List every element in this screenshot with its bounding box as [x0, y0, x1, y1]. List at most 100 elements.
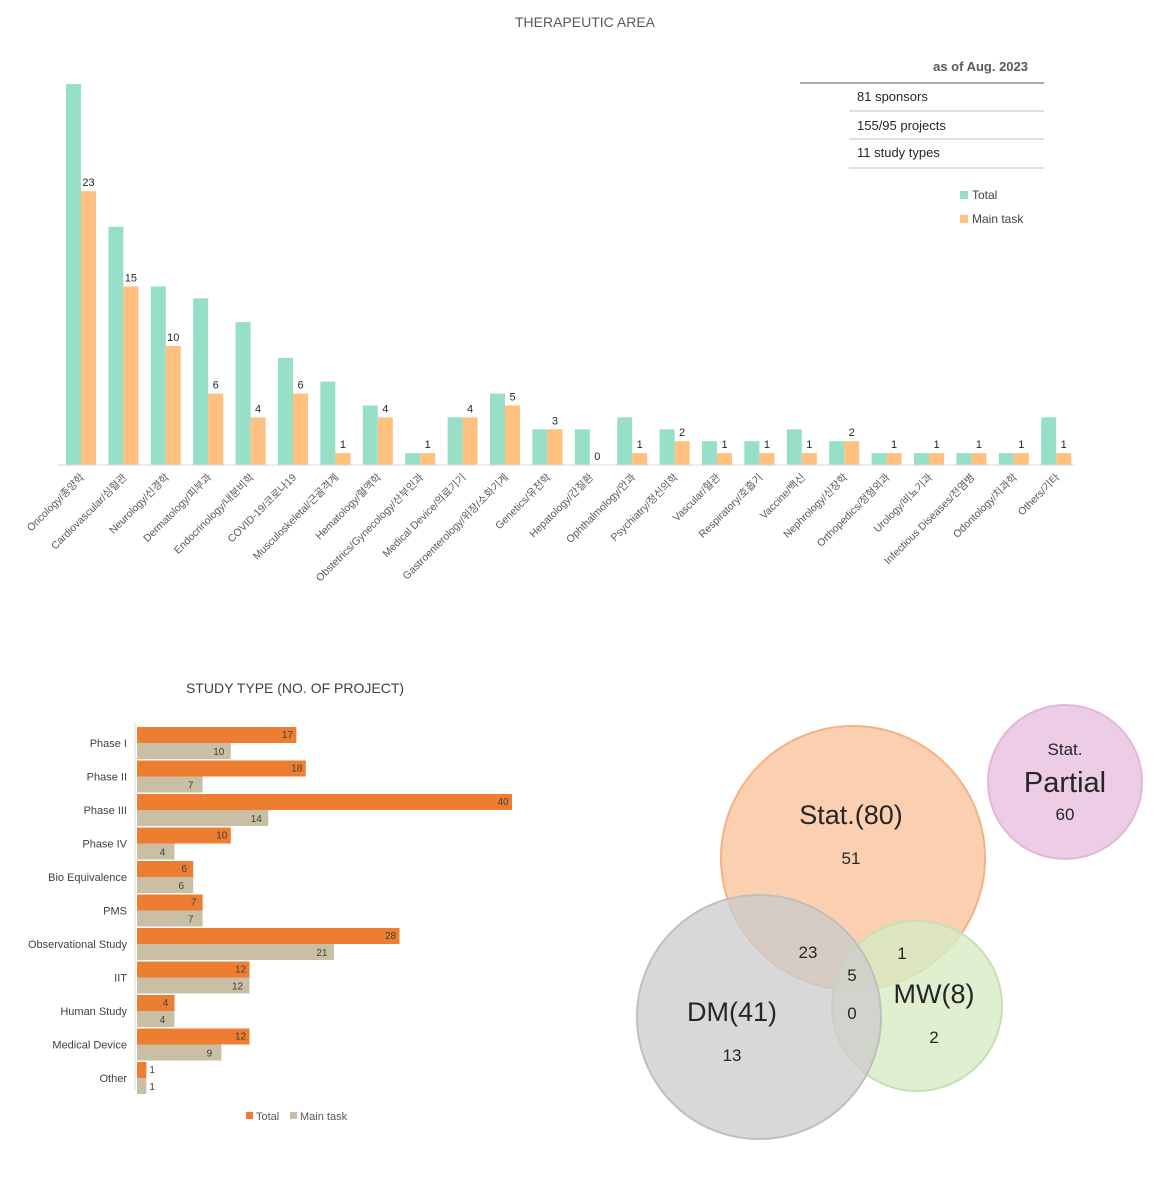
data-label-main-task: 1 — [149, 1082, 155, 1093]
venn-stat-dm-value: 23 — [799, 943, 818, 962]
data-label: 1 — [721, 439, 727, 451]
venn-dm-mw-value: 0 — [847, 1004, 856, 1023]
category-label: Endocrinology/내분비학 — [172, 471, 257, 556]
data-label: 5 — [509, 391, 515, 403]
bar-total — [617, 417, 633, 465]
category-label: Musculoskeletal/근골격계 — [250, 471, 341, 562]
study-type-chart: STUDY TYPE (NO. OF PROJECT) Phase I1710P… — [28, 680, 512, 1123]
category-label: Orthopedics/정형외과 — [815, 471, 893, 549]
bar-main-task — [165, 345, 181, 465]
venn-mw-label: MW(8) — [894, 979, 975, 1009]
bar-total — [137, 995, 175, 1011]
data-label-main-task: 14 — [251, 814, 263, 825]
bar-total — [137, 1028, 250, 1045]
data-label: 2 — [679, 427, 685, 439]
bar-main-task — [137, 810, 269, 826]
data-label-main-task: 9 — [207, 1049, 213, 1060]
legend-label-main-task: Main task — [300, 1111, 348, 1123]
bar-total — [137, 760, 306, 777]
as-of-date: as of Aug. 2023 — [933, 59, 1028, 74]
bar-total — [362, 405, 378, 465]
bar-main-task — [293, 393, 308, 465]
category-label: Medical Device — [52, 1040, 127, 1052]
bar-total — [150, 286, 166, 465]
data-label: 4 — [467, 403, 473, 415]
bar-main-task — [81, 191, 96, 465]
info-projects: 155/95 projects — [857, 118, 946, 133]
therapeutic-legend: Total Main task — [960, 188, 1024, 226]
bar-total — [914, 453, 929, 465]
bar-main-task — [674, 441, 690, 465]
data-label-total: 1 — [149, 1065, 155, 1076]
data-label: 1 — [1061, 439, 1067, 451]
bar-total — [1041, 417, 1057, 465]
bar-main-task — [929, 453, 944, 465]
data-label-main-task: 4 — [160, 1015, 166, 1026]
category-label: PMS — [103, 906, 127, 918]
data-label-total: 12 — [235, 965, 247, 976]
category-label: Phase IV — [82, 839, 127, 851]
data-label-total: 40 — [497, 797, 509, 808]
bar-total — [786, 429, 802, 465]
bar-main-task — [137, 1078, 147, 1094]
bar-total — [108, 226, 124, 465]
study-type-title: STUDY TYPE (NO. OF PROJECT) — [186, 680, 404, 696]
data-label: 1 — [933, 439, 939, 451]
bar-total — [871, 453, 887, 465]
bar-main-task — [547, 429, 563, 465]
bar-main-task — [420, 453, 436, 465]
bar-main-task — [250, 417, 266, 465]
data-label-total: 4 — [163, 998, 169, 1009]
data-label: 1 — [1018, 439, 1024, 451]
legend-swatch-main-task — [960, 215, 968, 223]
bar-main-task — [801, 453, 817, 465]
therapeutic-category-labels: Oncology/종양학Cardiovascular/심혈관Neurology/… — [25, 471, 1063, 585]
venn-circle-dm — [636, 894, 882, 1140]
bar-main-task — [1056, 453, 1072, 465]
bar-total — [137, 827, 231, 844]
category-label: Observational Study — [28, 939, 128, 951]
bar-main-task — [717, 453, 732, 465]
category-label: Bio Equivalence — [48, 872, 127, 884]
bar-total — [137, 961, 250, 978]
data-label: 6 — [297, 380, 303, 392]
data-label: 23 — [82, 177, 94, 189]
data-label-main-task: 7 — [188, 915, 194, 926]
data-label-total: 10 — [216, 831, 228, 842]
venn-stat-only-value: 51 — [842, 849, 861, 868]
bar-main-task — [137, 877, 194, 893]
bar-total — [235, 322, 251, 465]
category-label: Cardiovascular/심혈관 — [48, 471, 130, 553]
legend-label-total: Total — [972, 188, 997, 202]
data-label-main-task: 4 — [160, 848, 166, 859]
venn-partial-value: 60 — [1056, 805, 1075, 824]
data-label: 1 — [806, 439, 812, 451]
therapeutic-area-title: THERAPEUTIC AREA — [515, 14, 656, 30]
bar-total — [744, 441, 760, 465]
legend-swatch-total — [246, 1112, 253, 1119]
category-label: Other — [99, 1073, 127, 1085]
bar-total — [66, 84, 81, 465]
bar-main-task — [844, 441, 860, 465]
bar-total — [193, 298, 209, 465]
venn-dm-only-value: 13 — [723, 1046, 742, 1065]
bar-total — [829, 441, 845, 465]
bar-main-task — [137, 1044, 222, 1061]
legend-label-total: Total — [256, 1111, 279, 1123]
bar-main-task — [632, 453, 648, 465]
bar-main-task — [335, 453, 351, 465]
bar-total — [702, 441, 717, 465]
venn-all-value: 5 — [847, 966, 856, 985]
bar-total — [320, 381, 336, 465]
data-label-total: 18 — [291, 764, 303, 775]
therapeutic-area-chart: THERAPEUTIC AREA as of Aug. 2023 81 spon… — [25, 14, 1075, 584]
bar-main-task — [137, 944, 334, 960]
legend-swatch-main-task — [290, 1112, 297, 1119]
data-label: 1 — [637, 439, 643, 451]
bar-main-task — [137, 843, 175, 860]
data-label: 0 — [594, 451, 600, 463]
category-label: Phase II — [87, 772, 127, 784]
bar-main-task — [208, 393, 224, 465]
category-label: Phase III — [84, 805, 127, 817]
